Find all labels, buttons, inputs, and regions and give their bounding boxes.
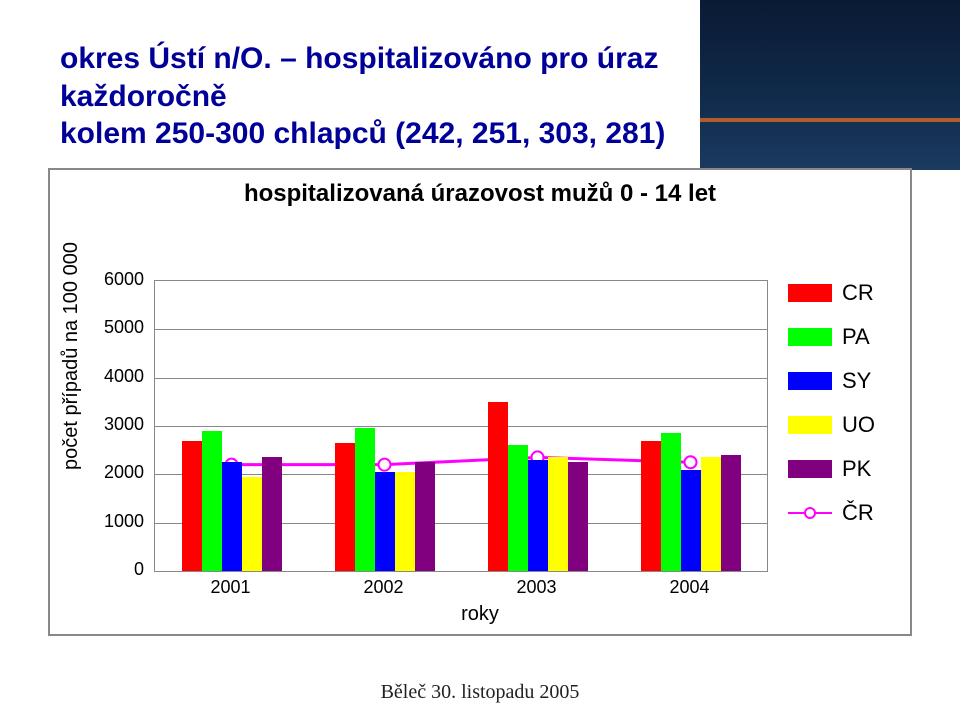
legend-label: CR bbox=[842, 280, 874, 306]
slide: okres Ústí n/O. – hospitalizováno pro úr… bbox=[0, 0, 960, 720]
bar-PA-2002 bbox=[355, 428, 375, 571]
bar-SY-2001 bbox=[222, 462, 242, 571]
title-line-1: okres Ústí n/O. – hospitalizováno pro úr… bbox=[60, 42, 658, 113]
y-tick-label: 4000 bbox=[84, 366, 144, 387]
legend-swatch bbox=[788, 460, 832, 478]
legend-label: UO bbox=[842, 412, 875, 438]
legend-label: PA bbox=[842, 324, 870, 350]
title-line-2: kolem 250-300 chlapců (242, 251, 303, 28… bbox=[60, 117, 665, 150]
chart-frame: hospitalizovaná úrazovost mužů 0 - 14 le… bbox=[48, 168, 912, 636]
bar-SY-2003 bbox=[528, 460, 548, 571]
bar-CR-2002 bbox=[335, 443, 355, 571]
y-tick-label: 0 bbox=[84, 559, 144, 580]
bar-PK-2001 bbox=[262, 457, 282, 571]
legend-item-SY: SY bbox=[788, 368, 888, 394]
bar-CR-2003 bbox=[488, 402, 508, 571]
y-tick-label: 2000 bbox=[84, 462, 144, 483]
grid-line bbox=[155, 329, 767, 330]
bar-PK-2004 bbox=[721, 455, 741, 571]
y-tick-label: 5000 bbox=[84, 317, 144, 338]
bar-UO-2002 bbox=[395, 472, 415, 571]
y-tick-label: 1000 bbox=[84, 511, 144, 532]
bar-PA-2004 bbox=[661, 433, 681, 571]
bar-SY-2002 bbox=[375, 472, 395, 571]
bar-UO-2004 bbox=[701, 457, 721, 571]
x-tick-label: 2004 bbox=[669, 577, 709, 598]
legend-label: PK bbox=[842, 456, 871, 482]
bar-CR-2001 bbox=[182, 441, 202, 572]
footer-text: Běleč 30. listopadu 2005 bbox=[0, 681, 960, 704]
bar-PA-2003 bbox=[508, 445, 528, 571]
legend-item-CR: CR bbox=[788, 280, 888, 306]
y-axis-label: počet případů na 100 000 bbox=[60, 242, 83, 470]
corner-decoration bbox=[700, 0, 960, 170]
legend-swatch bbox=[788, 372, 832, 390]
x-tick-label: 2002 bbox=[363, 577, 403, 598]
legend-label: SY bbox=[842, 368, 871, 394]
legend-item-ČR: ČR bbox=[788, 500, 888, 526]
grid-line bbox=[155, 426, 767, 427]
legend-item-PK: PK bbox=[788, 456, 888, 482]
legend-swatch bbox=[788, 416, 832, 434]
legend-label: ČR bbox=[842, 500, 874, 526]
grid-line bbox=[155, 378, 767, 379]
bar-PK-2002 bbox=[415, 462, 435, 571]
plot-area bbox=[154, 280, 768, 572]
corner-line bbox=[700, 118, 960, 122]
legend-line-swatch bbox=[788, 504, 832, 522]
trend-line bbox=[232, 457, 691, 464]
chart-title: hospitalizovaná úrazovost mužů 0 - 14 le… bbox=[50, 180, 910, 208]
bar-UO-2001 bbox=[242, 477, 262, 571]
x-tick-label: 2001 bbox=[210, 577, 250, 598]
legend-item-PA: PA bbox=[788, 324, 888, 350]
legend-swatch bbox=[788, 328, 832, 346]
slide-title: okres Ústí n/O. – hospitalizováno pro úr… bbox=[60, 40, 700, 153]
y-tick-label: 6000 bbox=[84, 269, 144, 290]
legend-swatch bbox=[788, 284, 832, 302]
bar-SY-2004 bbox=[681, 470, 701, 572]
legend-item-UO: UO bbox=[788, 412, 888, 438]
y-tick-label: 3000 bbox=[84, 414, 144, 435]
trend-marker bbox=[685, 456, 697, 468]
bar-CR-2004 bbox=[641, 441, 661, 572]
x-axis-label: roky bbox=[50, 603, 910, 626]
bar-UO-2003 bbox=[548, 457, 568, 571]
bar-PA-2001 bbox=[202, 431, 222, 571]
bar-PK-2003 bbox=[568, 462, 588, 571]
x-tick-label: 2003 bbox=[516, 577, 556, 598]
legend: CR PA SY UO PK ČR bbox=[788, 280, 888, 544]
trend-marker bbox=[379, 459, 391, 471]
